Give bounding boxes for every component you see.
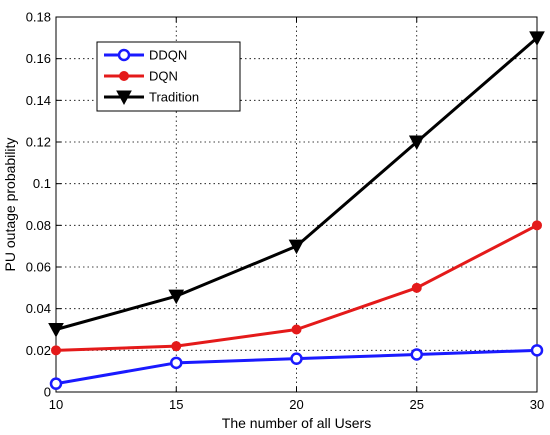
- data-point: [48, 323, 64, 338]
- data-point: [529, 31, 545, 46]
- data-point: [170, 356, 183, 370]
- data-point: [116, 90, 132, 106]
- y-tick-label: 0.04: [26, 301, 51, 316]
- series-ddqn: [49, 344, 544, 390]
- series-group: [48, 31, 545, 390]
- x-tick-label: 20: [289, 397, 303, 412]
- y-tick-label: 0: [44, 385, 51, 400]
- y-tick-label: 0.02: [26, 343, 51, 358]
- legend-item: Tradition: [104, 90, 199, 106]
- series-tradition: [48, 31, 545, 338]
- data-point: [49, 377, 63, 390]
- legend-label: DQN: [149, 69, 178, 84]
- x-tick-label: 15: [169, 397, 183, 412]
- data-point: [408, 135, 425, 151]
- data-point: [168, 289, 185, 305]
- y-tick-label: 0.16: [26, 51, 51, 66]
- y-tick-label: 0.06: [26, 260, 51, 275]
- data-point: [410, 348, 423, 361]
- series-dqn: [51, 220, 542, 356]
- data-point: [290, 352, 303, 365]
- x-tick-label: 10: [49, 397, 63, 412]
- y-tick-label: 0.1: [33, 176, 51, 191]
- legend-item: DQN: [104, 69, 178, 84]
- x-axis-title: The number of all Users: [222, 415, 371, 431]
- y-axis-title: PU outage probability: [2, 138, 18, 272]
- legend: DDQN DQN Tradition: [96, 41, 241, 112]
- data-point: [119, 71, 129, 81]
- legend-label: Tradition: [149, 90, 199, 105]
- legend-label: DDQN: [149, 48, 187, 63]
- x-tick-label: 25: [410, 397, 424, 412]
- data-point: [532, 220, 542, 231]
- y-tick-label: 0.14: [26, 93, 51, 108]
- y-tick-label: 0.18: [26, 10, 51, 25]
- data-point: [288, 239, 305, 255]
- data-point: [51, 345, 61, 356]
- y-tick-label: 0.08: [26, 218, 51, 233]
- legend-item: DDQN: [104, 48, 187, 63]
- data-point: [411, 282, 422, 293]
- data-point: [117, 48, 131, 62]
- data-point: [530, 344, 544, 357]
- axis-ticks: 10 15 20 25 30 0 0.02 0.04 0.06 0.08 0.1 0.12 0.14 0.…: [26, 10, 545, 413]
- y-tick-label: 0.12: [26, 135, 51, 150]
- data-point: [171, 341, 182, 352]
- data-point: [291, 324, 302, 335]
- x-tick-label: 30: [530, 397, 544, 412]
